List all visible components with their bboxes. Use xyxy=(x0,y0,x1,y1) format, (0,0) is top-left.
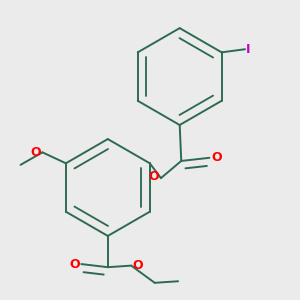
Text: O: O xyxy=(30,146,40,159)
Text: O: O xyxy=(149,170,159,183)
Text: O: O xyxy=(69,258,80,271)
Text: I: I xyxy=(246,43,251,56)
Text: O: O xyxy=(133,259,143,272)
Text: O: O xyxy=(211,151,222,164)
